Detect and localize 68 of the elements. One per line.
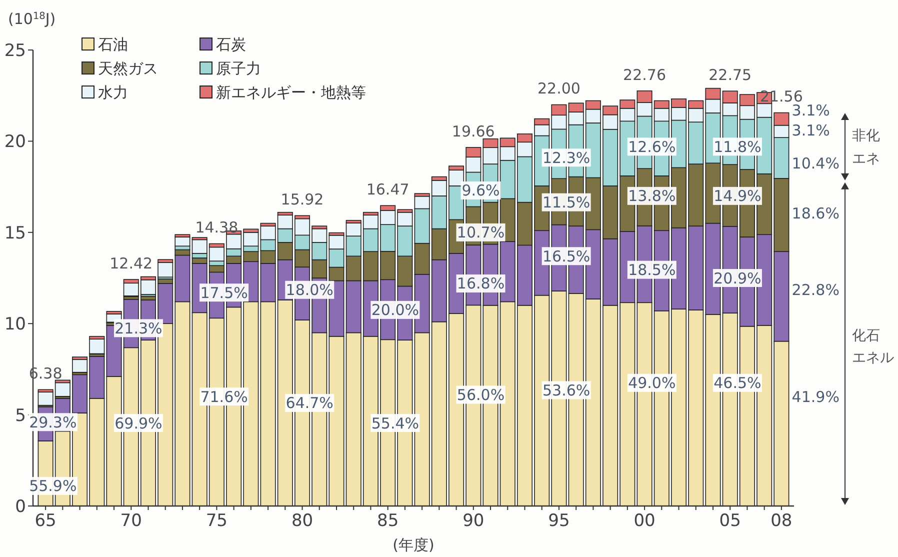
text: 非化 bbox=[852, 128, 880, 144]
legend-label: 天然ガス bbox=[98, 59, 158, 78]
annotation: 49.0% bbox=[628, 374, 676, 392]
annotation: 17.5% bbox=[200, 284, 248, 302]
total-label: 16.47 bbox=[366, 180, 410, 199]
annotation: 16.5% bbox=[542, 247, 590, 266]
annotation: 10.4% bbox=[792, 154, 840, 172]
x-tick-label: 70 bbox=[120, 511, 142, 531]
y-tick-label: 0 bbox=[15, 496, 26, 517]
annotation: 55.4% bbox=[371, 414, 420, 432]
annotation: 69.9% bbox=[114, 414, 162, 432]
total-label: 22.76 bbox=[623, 66, 666, 84]
text: 化石 bbox=[852, 328, 880, 344]
annotation: 56.0% bbox=[456, 386, 505, 404]
legend-label: 石炭 bbox=[216, 35, 246, 54]
total-label: 14.38 bbox=[195, 218, 238, 237]
annotation: 11.8% bbox=[714, 138, 762, 156]
annotation: 18.0% bbox=[286, 281, 334, 300]
annotation: 64.7% bbox=[286, 394, 334, 412]
x-tick-label: 08 bbox=[770, 511, 792, 531]
annotation: 9.6% bbox=[462, 182, 500, 200]
x-axis-title: (年度) bbox=[392, 536, 434, 554]
x-tick-label: 90 bbox=[462, 511, 484, 531]
annotation: 3.1% bbox=[792, 101, 830, 120]
annotation: 22.8% bbox=[792, 281, 840, 300]
annotation: 71.6% bbox=[200, 388, 248, 406]
legend-label: 石油 bbox=[98, 35, 128, 54]
annotation: 20.0% bbox=[371, 301, 420, 320]
y-tick-label: 25 bbox=[4, 40, 26, 61]
annotation: 21.3% bbox=[114, 319, 162, 338]
x-tick-label: 95 bbox=[548, 511, 570, 531]
y-tick-label: 5 bbox=[15, 406, 26, 426]
annotation: 13.8% bbox=[628, 187, 676, 206]
total-label: 15.92 bbox=[280, 190, 324, 209]
legend-label: 原子力 bbox=[216, 59, 261, 78]
y-tick-label: 20 bbox=[4, 132, 26, 152]
annotation: 53.6% bbox=[542, 381, 590, 400]
annotation: 11.5% bbox=[542, 194, 590, 212]
annotation: 16.8% bbox=[456, 274, 505, 293]
annotation: 20.9% bbox=[714, 269, 762, 288]
annotation: 18.5% bbox=[628, 261, 676, 280]
total-label: 22.00 bbox=[537, 80, 580, 98]
text: エネル bbox=[852, 350, 894, 366]
total-label: 19.66 bbox=[452, 122, 495, 140]
x-tick-label: 80 bbox=[291, 511, 314, 531]
text: エネ bbox=[852, 151, 880, 167]
annotation: 12.6% bbox=[628, 138, 676, 156]
annotation: 18.6% bbox=[792, 204, 840, 222]
annotation: 46.5% bbox=[714, 374, 762, 392]
x-tick-label: 05 bbox=[719, 511, 741, 531]
annotation: 29.3% bbox=[29, 413, 77, 432]
annotation: 55.9% bbox=[29, 477, 77, 496]
annotation: 12.3% bbox=[542, 148, 590, 167]
total-label: 12.42 bbox=[110, 254, 153, 272]
legend-label: 新エネルギー・地熱等 bbox=[216, 83, 366, 102]
y-tick-label: 15 bbox=[4, 223, 26, 244]
x-tick-label: 85 bbox=[377, 511, 399, 531]
y-axis-title: (10$^{18}$J) bbox=[8, 10, 56, 28]
annotation: 3.1% bbox=[792, 122, 830, 140]
y-tick-label: 10 bbox=[4, 314, 26, 335]
x-tick-label: 00 bbox=[634, 511, 656, 531]
x-tick-label: 75 bbox=[206, 511, 228, 531]
annotation: 14.9% bbox=[714, 187, 762, 206]
total-label: 22.75 bbox=[708, 66, 752, 84]
legend-label: 水力 bbox=[98, 83, 128, 102]
annotation: 41.9% bbox=[792, 388, 840, 406]
annotation: 10.7% bbox=[456, 224, 505, 242]
x-tick-label: 65 bbox=[34, 511, 56, 531]
